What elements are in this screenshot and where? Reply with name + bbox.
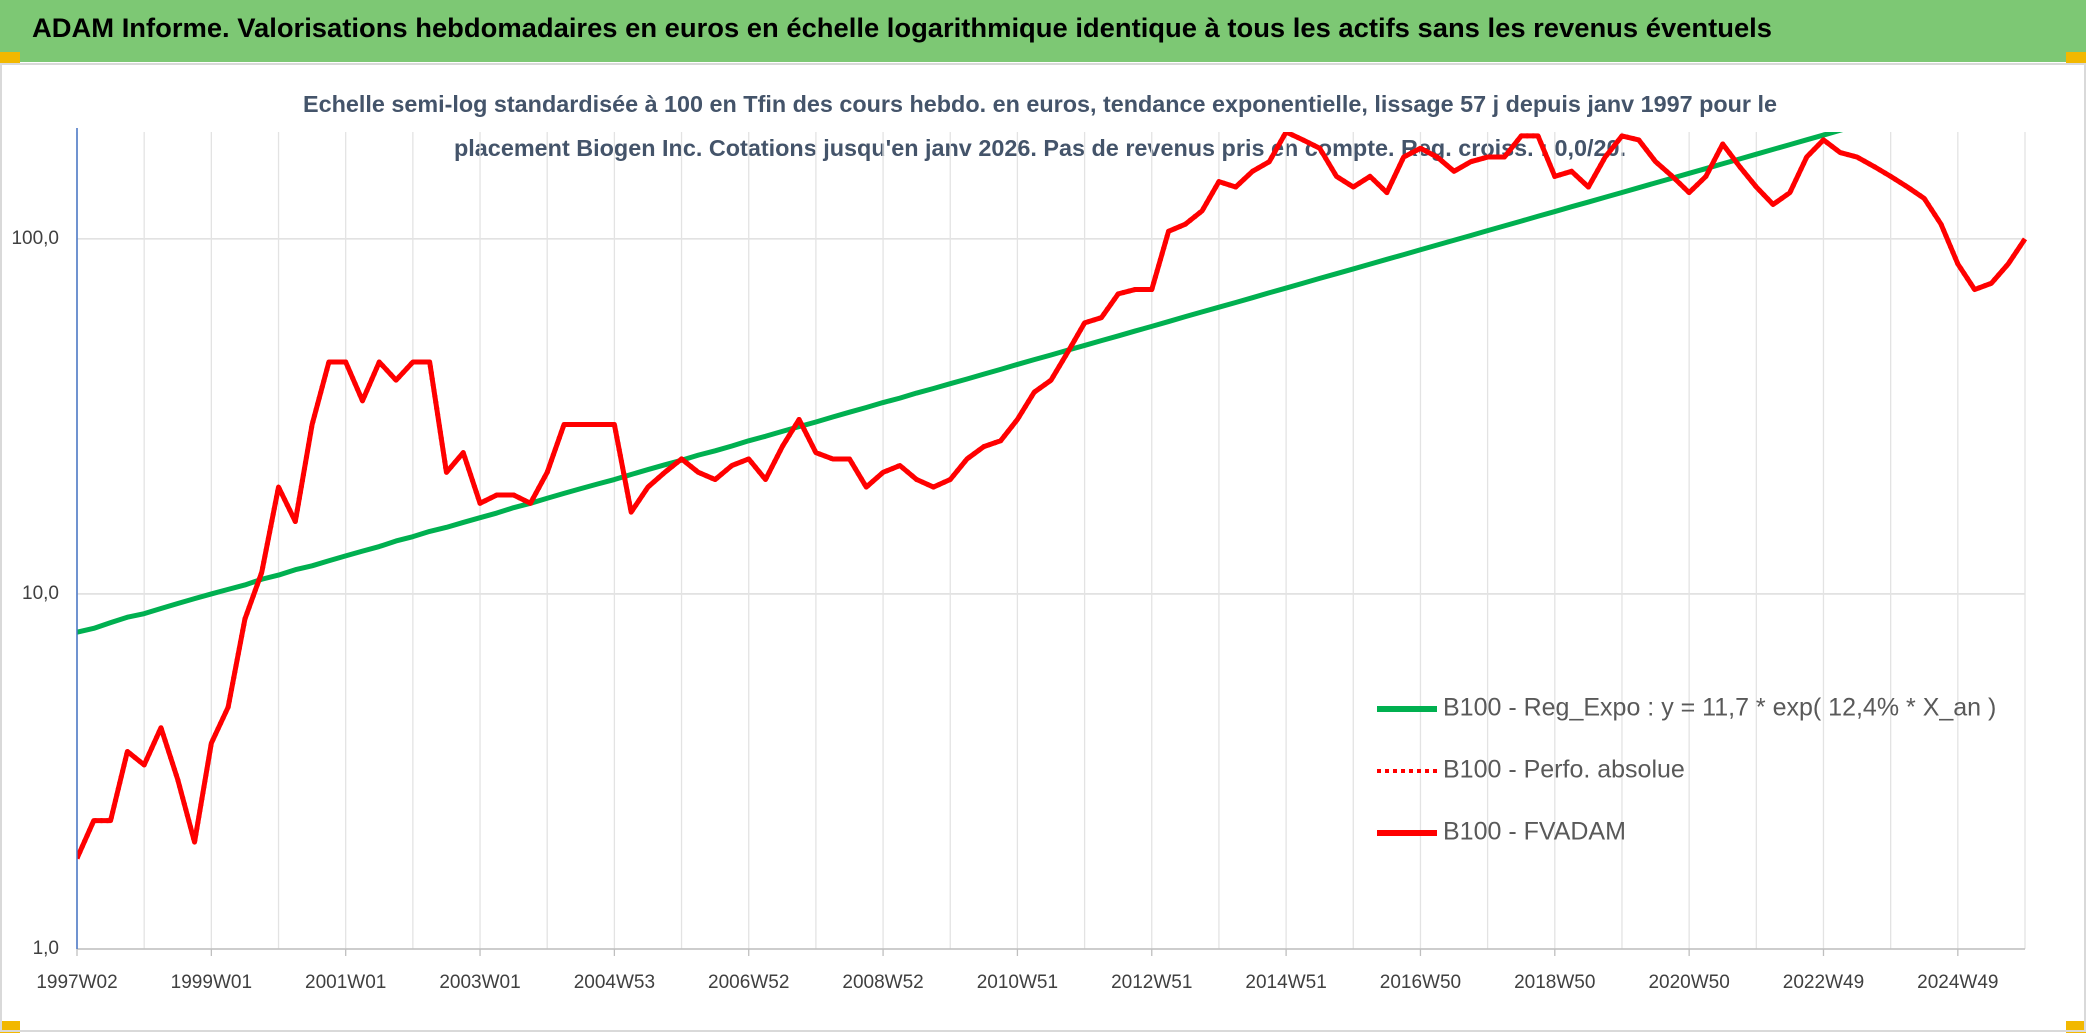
y-tick-label: 10,0 [22, 583, 59, 604]
series-line [77, 132, 1844, 635]
subtitle: placement Biogen Inc. Cotations jusqu'en… [454, 135, 1626, 161]
chart-title: ADAM Informe. Valorisations hebdomadaire… [32, 13, 1772, 43]
corner [2066, 52, 2086, 64]
x-tick-label: 2016W50 [1380, 972, 1461, 993]
x-tick-label: 2014W51 [1245, 972, 1326, 993]
x-tick-label: 2008W52 [842, 972, 923, 993]
x-tick-label: 2003W01 [439, 972, 520, 993]
x-tick-label: 2010W51 [977, 972, 1058, 993]
legend-label: B100 - Perfo. absolue [1443, 756, 1685, 784]
x-tick-label: 2024W49 [1917, 972, 1998, 993]
x-tick-label: 2006W52 [708, 972, 789, 993]
legend-label: B100 - FVADAM [1443, 818, 1626, 846]
x-tick-label: 2012W51 [1111, 972, 1192, 993]
x-tick-label: 2022W49 [1783, 972, 1864, 993]
y-tick-label: 100,0 [11, 228, 59, 249]
x-tick-label: 2001W01 [305, 972, 386, 993]
series-line [77, 132, 2028, 860]
y-tick-label: 1,0 [33, 938, 59, 959]
x-tick-label: 2004W53 [574, 972, 655, 993]
corner [0, 52, 20, 64]
subtitle: Echelle semi-log standardisée à 100 en T… [303, 91, 1777, 117]
x-tick-label: 1997W02 [36, 972, 117, 993]
x-tick-label: 2020W50 [1648, 972, 1729, 993]
x-tick-label: 1999W01 [171, 972, 252, 993]
series-line [77, 132, 2028, 860]
header-bar [0, 0, 2086, 62]
frame [0, 63, 2086, 1032]
x-tick-label: 2018W50 [1514, 972, 1595, 993]
legend-label: B100 - Reg_Expo : y = 11,7 * exp( 12,4% … [1443, 694, 1996, 722]
